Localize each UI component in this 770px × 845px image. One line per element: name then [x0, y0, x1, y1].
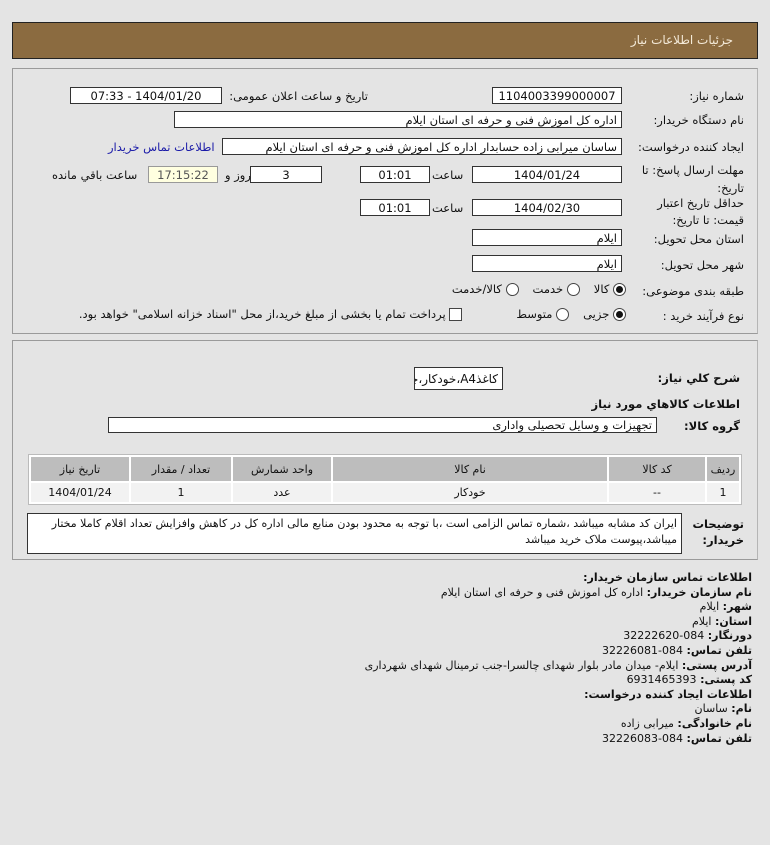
deadline-time-label: ساعت [432, 168, 464, 182]
need-number-label: شماره نیاز: [689, 89, 744, 103]
description-label: شرح کلي نياز: [657, 371, 740, 385]
table-row: 1 -- خودکار عدد 1 1404/01/24 [31, 483, 739, 502]
radio-selected-icon[interactable] [613, 308, 626, 321]
name-value: ساسان [694, 702, 728, 716]
checkbox-icon[interactable] [449, 308, 463, 321]
category-radio-group: کالا خدمت کالا/خدمت [452, 282, 626, 296]
buyer-contact-link[interactable]: اطلاعات تماس خریدار [108, 140, 215, 154]
goods-group-field: تجهیزات و وسایل تحصیلی واداری [108, 417, 657, 433]
announce-label: تاریخ و ساعت اعلان عمومی: [229, 89, 368, 103]
province-label: استان محل تحویل: [653, 232, 744, 246]
creator-phone-label: تلفن تماس: [686, 731, 752, 745]
cell-row: 1 [707, 483, 739, 502]
page-header: جزئیات اطلاعات نیاز [12, 22, 758, 59]
cell-code: -- [609, 483, 705, 502]
goods-section-title: اطلاعات کالاهاي مورد نياز [591, 397, 740, 411]
cell-date: 1404/01/24 [31, 483, 129, 502]
deadline-date-field[interactable]: 1404/01/24 [472, 166, 622, 183]
contact-info: اطلاعات تماس سازمان خریدار: نام سازمان خ… [365, 571, 752, 746]
need-details-panel [12, 68, 758, 334]
radio-icon[interactable] [505, 283, 519, 296]
process-radio-group: جزیی متوسط پرداخت تمام یا بخشی از مبلغ خ… [79, 307, 626, 321]
col-date: تاریخ نیاز [31, 457, 129, 481]
address-value: ایلام- میدان مادر بلوار شهدای چالسرا-جنب… [364, 658, 679, 672]
col-row: ردیف [707, 457, 739, 481]
col-code: کد کالا [609, 457, 705, 481]
cell-qty: 1 [131, 483, 231, 502]
buyer-label: نام دستگاه خریدار: [653, 113, 744, 127]
goods-group-label: گروه کالا: [684, 419, 740, 433]
process-option-medium[interactable]: متوسط [516, 307, 570, 321]
city-value: ایلام [699, 600, 720, 614]
notes-label-2: خریدار: [702, 533, 744, 547]
fax-value: 084-32222620 [623, 629, 705, 643]
province-label: استان: [715, 614, 752, 628]
family-label: نام خانوادگی: [677, 716, 752, 730]
need-number-field[interactable]: 1104003399000007 [492, 87, 622, 104]
notes-label: توضیحات [692, 517, 745, 531]
name-label: نام: [731, 702, 752, 716]
creator-phone-value: 084-32226083 [602, 731, 684, 745]
announce-field[interactable]: 1404/01/20 - 07:33 [70, 87, 222, 104]
goods-table: ردیف کد کالا نام کالا واحد شمارش تعداد /… [28, 454, 742, 505]
category-option-service[interactable]: خدمت [533, 282, 580, 296]
fax-label: دورنگار: [707, 629, 752, 643]
days-remaining-field: 3 [250, 166, 322, 183]
buyer-field[interactable]: اداره کل اموزش فنی و حرفه ای استان ایلام [174, 111, 622, 128]
city-label: شهر محل تحویل: [660, 258, 744, 272]
days-label: روز و [225, 168, 251, 182]
province-value: ایلام [692, 614, 712, 628]
col-qty: تعداد / مقدار [131, 457, 231, 481]
category-option-both[interactable]: کالا/خدمت [452, 282, 519, 296]
org-label: نام سازمان خریدار: [646, 585, 752, 599]
deadline-label-2: تاریخ: [717, 181, 744, 195]
validity-label-2: قیمت: تا تاریخ: [672, 213, 744, 227]
validity-time-label: ساعت [432, 201, 464, 215]
creator-field[interactable]: ساسان میرابی زاده حسابدار اداره کل اموزش… [222, 138, 622, 155]
process-option-minor[interactable]: جزیی [583, 307, 626, 321]
validity-date-field[interactable]: 1404/02/30 [472, 199, 622, 216]
category-label: طبقه بندی موضوعی: [642, 284, 744, 298]
col-unit: واحد شمارش [233, 457, 331, 481]
radio-selected-icon[interactable] [613, 283, 626, 296]
time-remaining-label: ساعت باقي مانده [52, 168, 138, 182]
city-field[interactable]: ایلام [472, 255, 622, 272]
validity-label: حداقل تاریخ اعتبار [657, 196, 744, 210]
postal-label: کد پستی: [700, 673, 752, 687]
cell-name: خودکار [333, 483, 607, 502]
goods-panel [12, 340, 758, 560]
postal-value: 6931465393 [626, 673, 697, 687]
org-value: اداره کل اموزش فنی و حرفه ای استان ایلام [440, 585, 644, 599]
page-title: جزئیات اطلاعات نیاز [630, 33, 733, 47]
process-label: نوع فرآیند خرید : [662, 309, 744, 323]
phone-value: 084-32226081 [602, 643, 684, 657]
col-name: نام کالا [333, 457, 607, 481]
time-remaining-field: 17:15:22 [148, 166, 218, 183]
creator-label: ایجاد کننده درخواست: [638, 140, 744, 154]
validity-time-field[interactable]: 01:01 [360, 199, 430, 216]
cell-unit: عدد [233, 483, 331, 502]
buyer-notes-field: ایران کد مشابه میباشد ،شماره تماس الزامی… [27, 513, 682, 554]
deadline-label: مهلت ارسال پاسخ: تا [641, 163, 744, 177]
deadline-time-field[interactable]: 01:01 [360, 166, 430, 183]
category-option-goods[interactable]: کالا [594, 282, 626, 296]
family-value: میرابی زاده [620, 716, 674, 730]
address-label: آدرس پستی: [681, 658, 752, 672]
description-field: کاغذA4،خودکار،چسب ماتیکی ،میخ کش...... [414, 367, 503, 390]
phone-label: تلفن تماس: [686, 643, 752, 657]
radio-icon[interactable] [556, 308, 570, 321]
city-label: شهر: [722, 600, 752, 614]
radio-icon[interactable] [566, 283, 580, 296]
creator-info-title: اطلاعات ایجاد کننده درخواست: [584, 687, 752, 701]
table-header-row: ردیف کد کالا نام کالا واحد شمارش تعداد /… [31, 457, 739, 481]
contact-title: اطلاعات تماس سازمان خریدار: [583, 571, 752, 584]
province-field[interactable]: ایلام [472, 229, 622, 246]
payment-checkbox-option[interactable]: پرداخت تمام یا بخشی از مبلغ خرید،از محل … [79, 307, 463, 321]
